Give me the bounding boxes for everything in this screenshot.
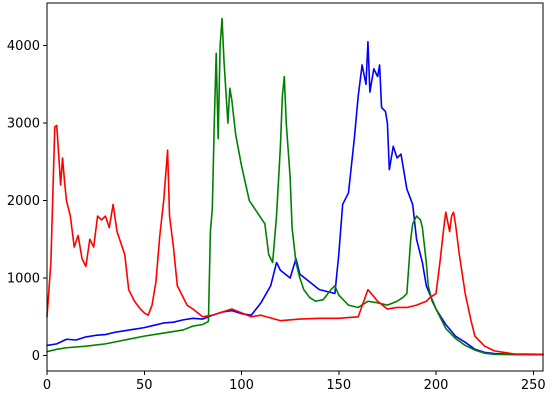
x-tick-label: 100 — [229, 378, 254, 393]
series-layer — [46, 17, 544, 356]
x-tick-label: 150 — [326, 378, 351, 393]
plot-area-frame — [46, 2, 544, 372]
x-tick-label: 250 — [521, 378, 546, 393]
y-tick-label: 0 — [32, 349, 40, 364]
y-tick-label: 2000 — [7, 194, 40, 209]
y-axis-ticks: 0 1000 2000 3000 4000 — [7, 39, 47, 364]
x-tick-label: 50 — [136, 378, 153, 393]
series-line-1 — [46, 17, 544, 356]
series-line-0 — [46, 40, 544, 356]
x-tick-label: 0 — [43, 378, 51, 393]
x-tick-label: 200 — [424, 378, 449, 393]
y-tick-label: 4000 — [7, 39, 40, 54]
y-tick-label: 3000 — [7, 117, 40, 132]
x-axis-ticks: 0 50 100 150 200 250 — [43, 371, 546, 393]
series-line-2 — [46, 124, 544, 356]
y-tick-label: 1000 — [7, 272, 40, 287]
